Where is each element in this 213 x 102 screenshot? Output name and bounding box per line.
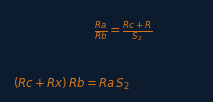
Text: $\frac{Ra}{Rb} = \frac{Rc + R}{S_2}$: $\frac{Ra}{Rb} = \frac{Rc + R}{S_2}$	[94, 21, 153, 44]
Text: $(Rc + Rx)\,Rb = Ra\,S_2$: $(Rc + Rx)\,Rb = Ra\,S_2$	[13, 76, 129, 92]
